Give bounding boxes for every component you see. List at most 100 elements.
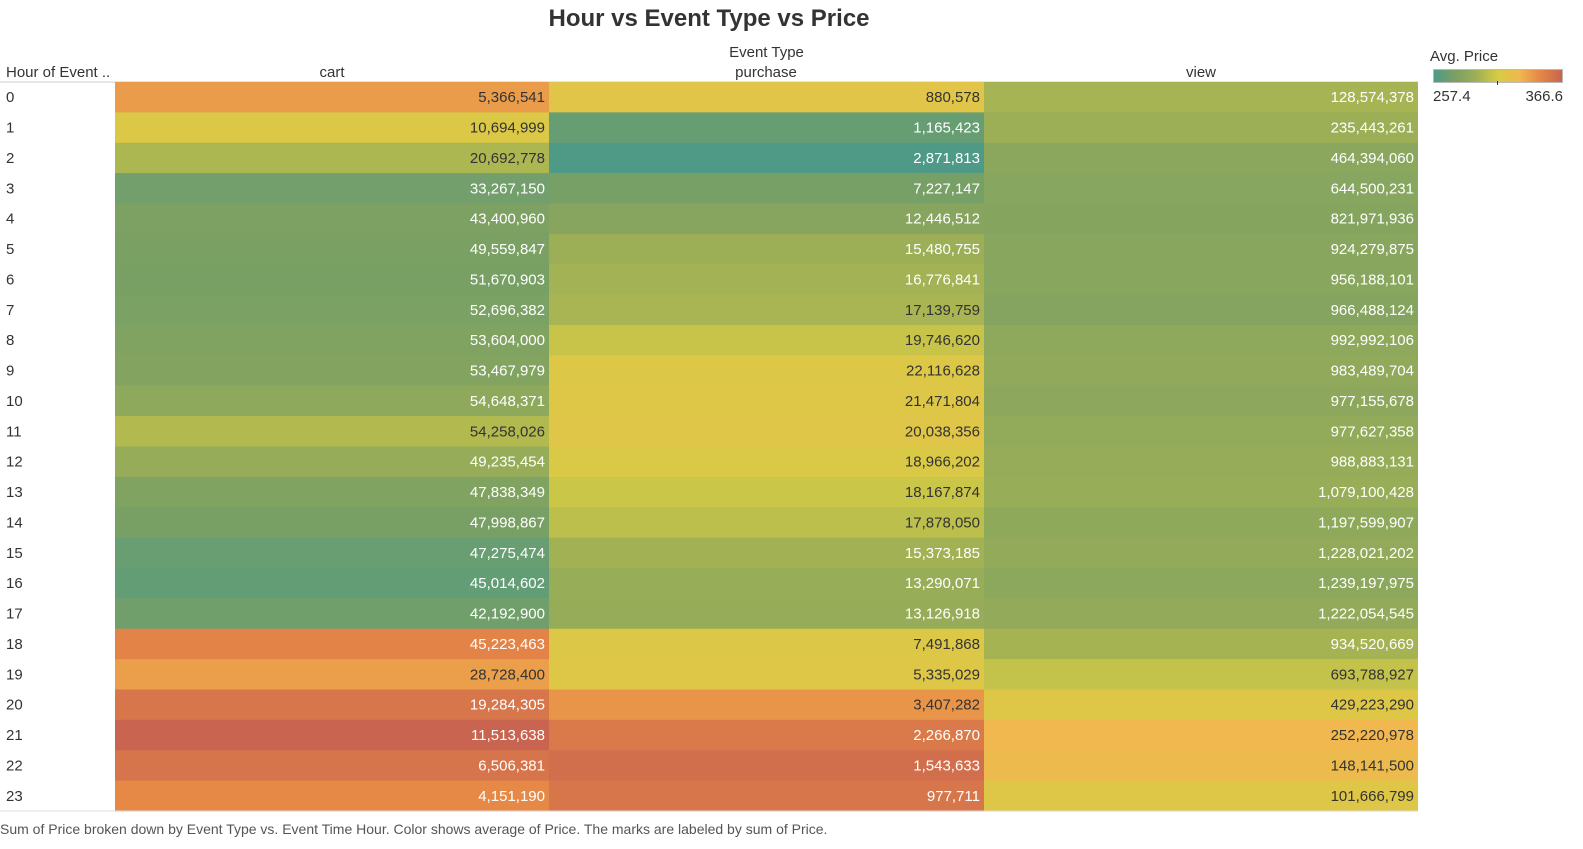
heatmap-cell[interactable] xyxy=(549,598,984,630)
cell-label: 12,446,512 xyxy=(905,211,980,228)
heatmap-cell[interactable] xyxy=(549,142,984,174)
heatmap-cell[interactable] xyxy=(984,507,1418,539)
heatmap-cell[interactable] xyxy=(984,598,1418,630)
cell-label: 28,728,400 xyxy=(470,666,545,683)
heatmap-cell[interactable] xyxy=(115,173,549,205)
heatmap-cell[interactable] xyxy=(115,112,549,144)
heatmap-cell[interactable] xyxy=(984,264,1418,296)
heatmap-cell[interactable] xyxy=(115,537,549,569)
cell-label: 51,670,903 xyxy=(470,271,545,288)
heatmap-cell[interactable] xyxy=(549,264,984,296)
heatmap-cell[interactable] xyxy=(549,173,984,205)
row-label: 15 xyxy=(6,545,23,562)
heatmap-cell[interactable] xyxy=(549,82,984,113)
heatmap-cell[interactable] xyxy=(115,264,549,296)
heatmap-cell[interactable] xyxy=(115,507,549,539)
heatmap-cell[interactable] xyxy=(549,385,984,417)
heatmap-cell[interactable] xyxy=(549,294,984,326)
heatmap-cell[interactable] xyxy=(115,416,549,448)
heatmap-cell[interactable] xyxy=(984,568,1418,599)
cell-label: 19,746,620 xyxy=(905,332,980,349)
column-header-purchase: purchase xyxy=(735,64,797,81)
heatmap-cell[interactable] xyxy=(115,628,549,660)
heatmap-cell[interactable] xyxy=(549,568,984,599)
heatmap-cell[interactable] xyxy=(115,659,549,691)
cell-label: 52,696,382 xyxy=(470,302,545,319)
heatmap-cell[interactable] xyxy=(549,476,984,508)
heatmap-cell[interactable] xyxy=(549,780,984,812)
heatmap-cell[interactable] xyxy=(549,719,984,751)
heatmap-cell[interactable] xyxy=(115,750,549,782)
heatmap-cell[interactable] xyxy=(549,233,984,265)
heatmap-cell[interactable] xyxy=(115,446,549,478)
heatmap-cell[interactable] xyxy=(984,780,1418,812)
heatmap-cell[interactable] xyxy=(115,142,549,174)
heatmap-cell[interactable] xyxy=(984,173,1418,205)
cell-label: 49,559,847 xyxy=(470,241,545,258)
cell-label: 10,694,999 xyxy=(470,120,545,137)
cell-label: 13,290,071 xyxy=(905,575,980,592)
heatmap-cell[interactable] xyxy=(984,325,1418,356)
cell-label: 53,467,979 xyxy=(470,363,545,380)
chart-title: Hour vs Event Type vs Price xyxy=(548,5,870,32)
cell-label: 924,279,875 xyxy=(1331,241,1414,258)
chart-caption: Sum of Price broken down by Event Type v… xyxy=(0,821,828,837)
row-label: 13 xyxy=(6,484,23,501)
cell-label: 644,500,231 xyxy=(1331,180,1414,197)
heatmap-cell[interactable] xyxy=(549,446,984,478)
heatmap-cell[interactable] xyxy=(984,355,1418,387)
heatmap-cell[interactable] xyxy=(984,142,1418,174)
heatmap-cell[interactable] xyxy=(549,659,984,691)
heatmap-cell[interactable] xyxy=(549,355,984,387)
cell-label: 7,227,147 xyxy=(913,180,980,197)
heatmap-cell[interactable] xyxy=(984,203,1418,235)
cell-label: 42,192,900 xyxy=(470,606,545,623)
heatmap-cell[interactable] xyxy=(984,628,1418,660)
heatmap-cell[interactable] xyxy=(984,82,1418,113)
heatmap-cell[interactable] xyxy=(984,659,1418,691)
heatmap-cell[interactable] xyxy=(115,82,549,113)
heatmap-cell[interactable] xyxy=(549,203,984,235)
heatmap-cell[interactable] xyxy=(984,233,1418,265)
heatmap-cell[interactable] xyxy=(115,325,549,356)
heatmap-cell[interactable] xyxy=(115,719,549,751)
heatmap-cell[interactable] xyxy=(549,750,984,782)
heatmap-cell[interactable] xyxy=(549,325,984,356)
cell-label: 934,520,669 xyxy=(1331,636,1414,653)
heatmap-cell[interactable] xyxy=(984,416,1418,448)
heatmap-cell[interactable] xyxy=(115,233,549,265)
row-label: 11 xyxy=(6,423,22,440)
heatmap-cell[interactable] xyxy=(984,689,1418,721)
cell-label: 6,506,381 xyxy=(478,757,545,774)
row-label: 7 xyxy=(6,302,14,319)
heatmap-cell[interactable] xyxy=(984,385,1418,417)
heatmap-cell[interactable] xyxy=(984,719,1418,751)
heatmap-cell[interactable] xyxy=(115,568,549,599)
heatmap-cell[interactable] xyxy=(549,628,984,660)
heatmap-cell[interactable] xyxy=(549,689,984,721)
heatmap-cell[interactable] xyxy=(984,446,1418,478)
cell-label: 235,443,261 xyxy=(1331,120,1414,137)
heatmap-cell[interactable] xyxy=(984,476,1418,508)
heatmap-cell[interactable] xyxy=(984,750,1418,782)
heatmap-cell[interactable] xyxy=(549,416,984,448)
row-label: 9 xyxy=(6,363,14,380)
heatmap-cell[interactable] xyxy=(115,780,549,812)
heatmap-cell[interactable] xyxy=(115,355,549,387)
cell-label: 128,574,378 xyxy=(1331,89,1414,106)
heatmap-cell[interactable] xyxy=(549,507,984,539)
heatmap-cell[interactable] xyxy=(984,537,1418,569)
cell-label: 1,228,021,202 xyxy=(1318,545,1414,562)
heatmap-cell[interactable] xyxy=(115,476,549,508)
heatmap-cell[interactable] xyxy=(984,294,1418,326)
heatmap-cell[interactable] xyxy=(549,537,984,569)
heatmap-cell[interactable] xyxy=(115,689,549,721)
row-label: 22 xyxy=(6,757,23,774)
heatmap-cell[interactable] xyxy=(115,203,549,235)
heatmap-cell[interactable] xyxy=(115,294,549,326)
heatmap-cell[interactable] xyxy=(549,112,984,144)
cell-label: 977,155,678 xyxy=(1331,393,1414,410)
heatmap-cell[interactable] xyxy=(115,385,549,417)
heatmap-cell[interactable] xyxy=(115,598,549,630)
heatmap-cell[interactable] xyxy=(984,112,1418,144)
